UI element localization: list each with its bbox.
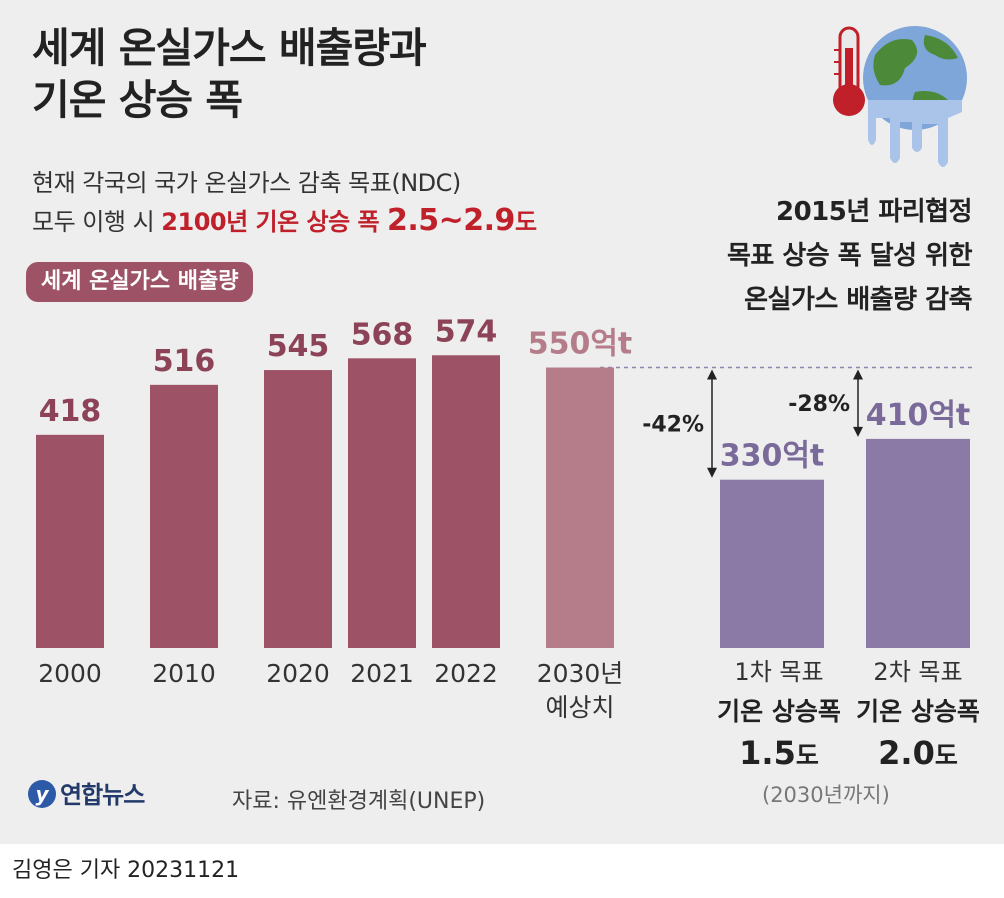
target-2-value: 2.0도 [878,734,958,772]
right-heading: 2015년 파리협정 목표 상승 폭 달성 위한 온실가스 배출량 감축 [652,190,973,322]
value-label-1: 516 [153,344,216,379]
reduction-label-0: -42% [642,413,704,438]
bar-2 [264,370,332,648]
reduction-label-1: -28% [788,392,850,417]
value-label-5: 550억t [528,327,633,362]
category-label-3: 2021 [350,659,414,688]
target-2-sublabel: 기온 상승폭 [856,697,980,726]
value-label-0: 418 [39,394,102,429]
target-2-label: 2차 목표 [873,658,962,686]
value-label-3: 568 [351,317,414,352]
subtitle-highlight: 2100년 기온 상승 폭 [161,208,387,236]
target-bar-0 [720,479,824,648]
bar-1 [150,384,218,648]
arrow-head-down-1 [853,426,863,437]
bar-0 [36,434,104,648]
value-label-2: 545 [267,329,330,364]
target-1-unit: 도 [796,741,819,770]
title-line-1: 세계 온실가스 배출량과 [32,24,427,72]
target-2-unit: 도 [935,741,958,770]
category-label-5: 2030년 [537,659,624,688]
category-label-0: 2000 [38,659,102,688]
arrow-head-up-0 [707,369,717,380]
chart-label-pill: 세계 온실가스 배출량 [26,262,254,302]
value-label-4: 574 [435,314,498,349]
target-1-sublabel: 기온 상승폭 [717,697,841,726]
subtitle: 현재 각국의 국가 온실가스 감축 목표(NDC) 모두 이행 시 2100년 … [32,164,537,241]
thermometer-icon [833,26,865,116]
melting-globe-icon [863,26,967,167]
emissions-chart: 418 2000 516 2010 545 2020 568 2021 574 2022 550억t… [36,26,980,772]
subtitle-unit: 도 [514,208,537,236]
subtitle-range: 2.5~2.9 [387,203,515,238]
right-heading-line-2: 목표 상승 폭 달성 위한 [727,241,973,271]
target-value-label-1: 410억t [866,398,971,433]
source-note: 자료: 유엔환경계획(UNEP) [232,789,486,814]
target-1-degree: 1.5 [739,734,796,772]
target-value-label-0: 330억t [720,439,825,474]
logo-icon: y [28,780,56,808]
period-note: (2030년까지) [762,783,890,807]
arrow-head-up-1 [853,369,863,380]
right-heading-line-1: 2015년 파리협정 [775,197,973,227]
category-label-1: 2010 [152,659,216,688]
target-bars: 330억t 410억t [720,398,971,648]
category-label-5: 예상치 [545,693,614,722]
title-line-2: 기온 상승 폭 [32,76,243,124]
emissions-bars: 418 2000 516 2010 545 2020 568 2021 574 2022 550억t… [36,314,632,722]
subtitle-line-2: 모두 이행 시 2100년 기온 상승 폭 2.5~2.9도 [32,202,537,241]
target-2-degree: 2.0 [878,734,935,772]
subtitle-line-1: 현재 각국의 국가 온실가스 감축 목표(NDC) [32,169,461,197]
right-heading-line-3: 온실가스 배출량 감축 [744,285,972,315]
target-1-value: 1.5도 [739,734,819,772]
subtitle-prefix: 모두 이행 시 [32,208,162,236]
category-label-4: 2022 [434,659,498,688]
target-labels: 1차 목표 기온 상승폭 1.5도 2차 목표 기온 상승폭 2.0도 [717,658,980,772]
bar-4 [432,355,500,648]
logo-text: 연합뉴스 [60,781,145,809]
bar-3 [348,358,416,648]
target-1-label: 1차 목표 [734,658,823,686]
reduction-arrows: -42% -28% [642,369,863,478]
bar-5 [546,367,614,648]
category-label-2: 2020 [266,659,330,688]
target-bar-1 [866,438,970,648]
byline: 김영은 기자 20231121 [12,858,240,883]
arrow-head-down-0 [707,467,717,478]
page-title: 세계 온실가스 배출량과 기온 상승 폭 [32,22,427,126]
